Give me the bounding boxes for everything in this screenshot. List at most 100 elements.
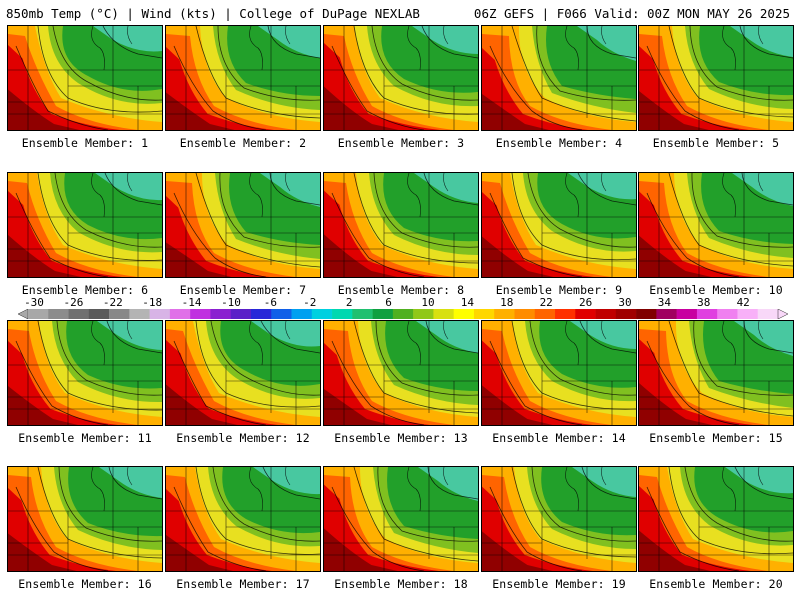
temperature-map: [482, 26, 636, 130]
colorbar-tick-label: -14: [181, 296, 202, 309]
colorbar-segment: [169, 309, 191, 319]
ensemble-panel: [7, 25, 163, 131]
colorbar-tick-label: -22: [102, 296, 123, 309]
temperature-map: [482, 467, 636, 571]
colorbar-segment: [332, 309, 353, 319]
colorbar-segment: [473, 309, 495, 319]
map-title: 850mb Temp (°C) | Wind (kts) | College o…: [6, 6, 420, 21]
colorbar-segment: [676, 309, 698, 319]
temperature-map: [639, 173, 793, 277]
colorbar-tick-label: 14: [460, 296, 475, 309]
ensemble-member-label: Ensemble Member: 3: [337, 136, 465, 150]
colorbar-segment: [88, 309, 110, 319]
ensemble-member-label: Ensemble Member: 4: [495, 136, 623, 150]
temperature-map: [639, 321, 793, 425]
colorbar-segment: [757, 309, 779, 319]
temperature-map: [324, 467, 478, 571]
temperature-map: [639, 467, 793, 571]
ensemble-member-label: Ensemble Member: 14: [492, 431, 626, 445]
temperature-map: [166, 173, 320, 277]
colorbar-segment: [392, 309, 414, 319]
colorbar-segment: [656, 309, 677, 319]
colorbar-segment: [109, 309, 130, 319]
ensemble-member-label: Ensemble Member: 12: [176, 431, 310, 445]
ensemble-panel: [638, 320, 794, 426]
ensemble-member-label: Ensemble Member: 9: [495, 283, 623, 297]
colorbar-segment: [311, 309, 333, 319]
colorbar-segment: [555, 309, 576, 319]
colorbar-segment: [413, 309, 434, 319]
temperature-colorbar: [18, 309, 788, 319]
ensemble-member-label: Ensemble Member: 19: [492, 577, 626, 591]
colorbar-segment: [68, 309, 90, 319]
ensemble-member-label: Ensemble Member: 10: [649, 283, 783, 297]
colorbar-segment: [129, 309, 150, 319]
ensemble-panel: [323, 320, 479, 426]
ensemble-panel: [323, 172, 479, 278]
colorbar-segment: [190, 309, 211, 319]
colorbar-segment: [250, 309, 272, 319]
temperature-map: [166, 321, 320, 425]
colorbar-tick-label: -2: [303, 296, 317, 309]
colorbar-tick-label: 26: [578, 296, 593, 309]
ensemble-panel: [481, 25, 637, 131]
ensemble-panel: [165, 25, 321, 131]
ensemble-member-label: Ensemble Member: 7: [179, 283, 307, 297]
ensemble-panel: [7, 172, 163, 278]
ensemble-panel: [638, 466, 794, 572]
colorbar-segment: [575, 309, 596, 319]
colorbar-tick-label: 6: [385, 296, 392, 309]
colorbar-segment: [717, 309, 738, 319]
colorbar-segment: [372, 309, 394, 319]
colorbar-segment: [615, 309, 637, 319]
colorbar-segment: [271, 309, 292, 319]
ensemble-panel: [7, 320, 163, 426]
colorbar-segment: [534, 309, 556, 319]
temperature-map: [482, 321, 636, 425]
colorbar-tick-label: 2: [345, 296, 353, 309]
ensemble-member-label: Ensemble Member: 18: [334, 577, 468, 591]
ensemble-panel: [481, 320, 637, 426]
colorbar-tick-label: 22: [539, 296, 553, 309]
colorbar-segment: [453, 309, 475, 319]
colorbar-segment: [48, 309, 69, 319]
ensemble-panel: [165, 466, 321, 572]
temperature-map: [166, 26, 320, 130]
ensemble-panel: [165, 320, 321, 426]
temperature-map: [166, 467, 320, 571]
colorbar-tick-label: 42: [736, 296, 750, 309]
ensemble-panel: [165, 172, 321, 278]
temperature-map: [8, 26, 162, 130]
temperature-map: [324, 26, 478, 130]
temperature-map: [324, 173, 478, 277]
colorbar-tick-label: -10: [221, 296, 241, 309]
ensemble-member-label: Ensemble Member: 13: [334, 431, 468, 445]
colorbar-tick-label: -30: [24, 296, 44, 309]
colorbar-segment: [210, 309, 232, 319]
colorbar-segment: [595, 309, 617, 319]
ensemble-member-label: Ensemble Member: 8: [337, 283, 465, 297]
colorbar-tick-label: 18: [500, 296, 514, 309]
temperature-map: [8, 467, 162, 571]
ensemble-panel: [323, 466, 479, 572]
colorbar-tick-label: -18: [142, 296, 163, 309]
colorbar-segment: [636, 309, 657, 319]
temperature-map: [8, 173, 162, 277]
ensemble-member-label: Ensemble Member: 1: [21, 136, 149, 150]
colorbar-tick-label: -26: [63, 296, 84, 309]
colorbar-segment: [514, 309, 536, 319]
colorbar-segment: [494, 309, 515, 319]
colorbar-tick-label: 34: [657, 296, 672, 309]
ensemble-panel: [7, 466, 163, 572]
colorbar-segment: [149, 309, 171, 319]
ensemble-member-label: Ensemble Member: 15: [649, 431, 783, 445]
ensemble-member-label: Ensemble Member: 2: [179, 136, 307, 150]
temperature-map: [324, 321, 478, 425]
colorbar-segment: [28, 309, 49, 319]
colorbar-segment: [230, 309, 252, 319]
colorbar-tick-label: 30: [618, 296, 632, 309]
colorbar-tick-label: -6: [263, 296, 278, 309]
ensemble-panel: [323, 25, 479, 131]
ensemble-member-label: Ensemble Member: 6: [21, 283, 149, 297]
colorbar-segment: [352, 309, 373, 319]
